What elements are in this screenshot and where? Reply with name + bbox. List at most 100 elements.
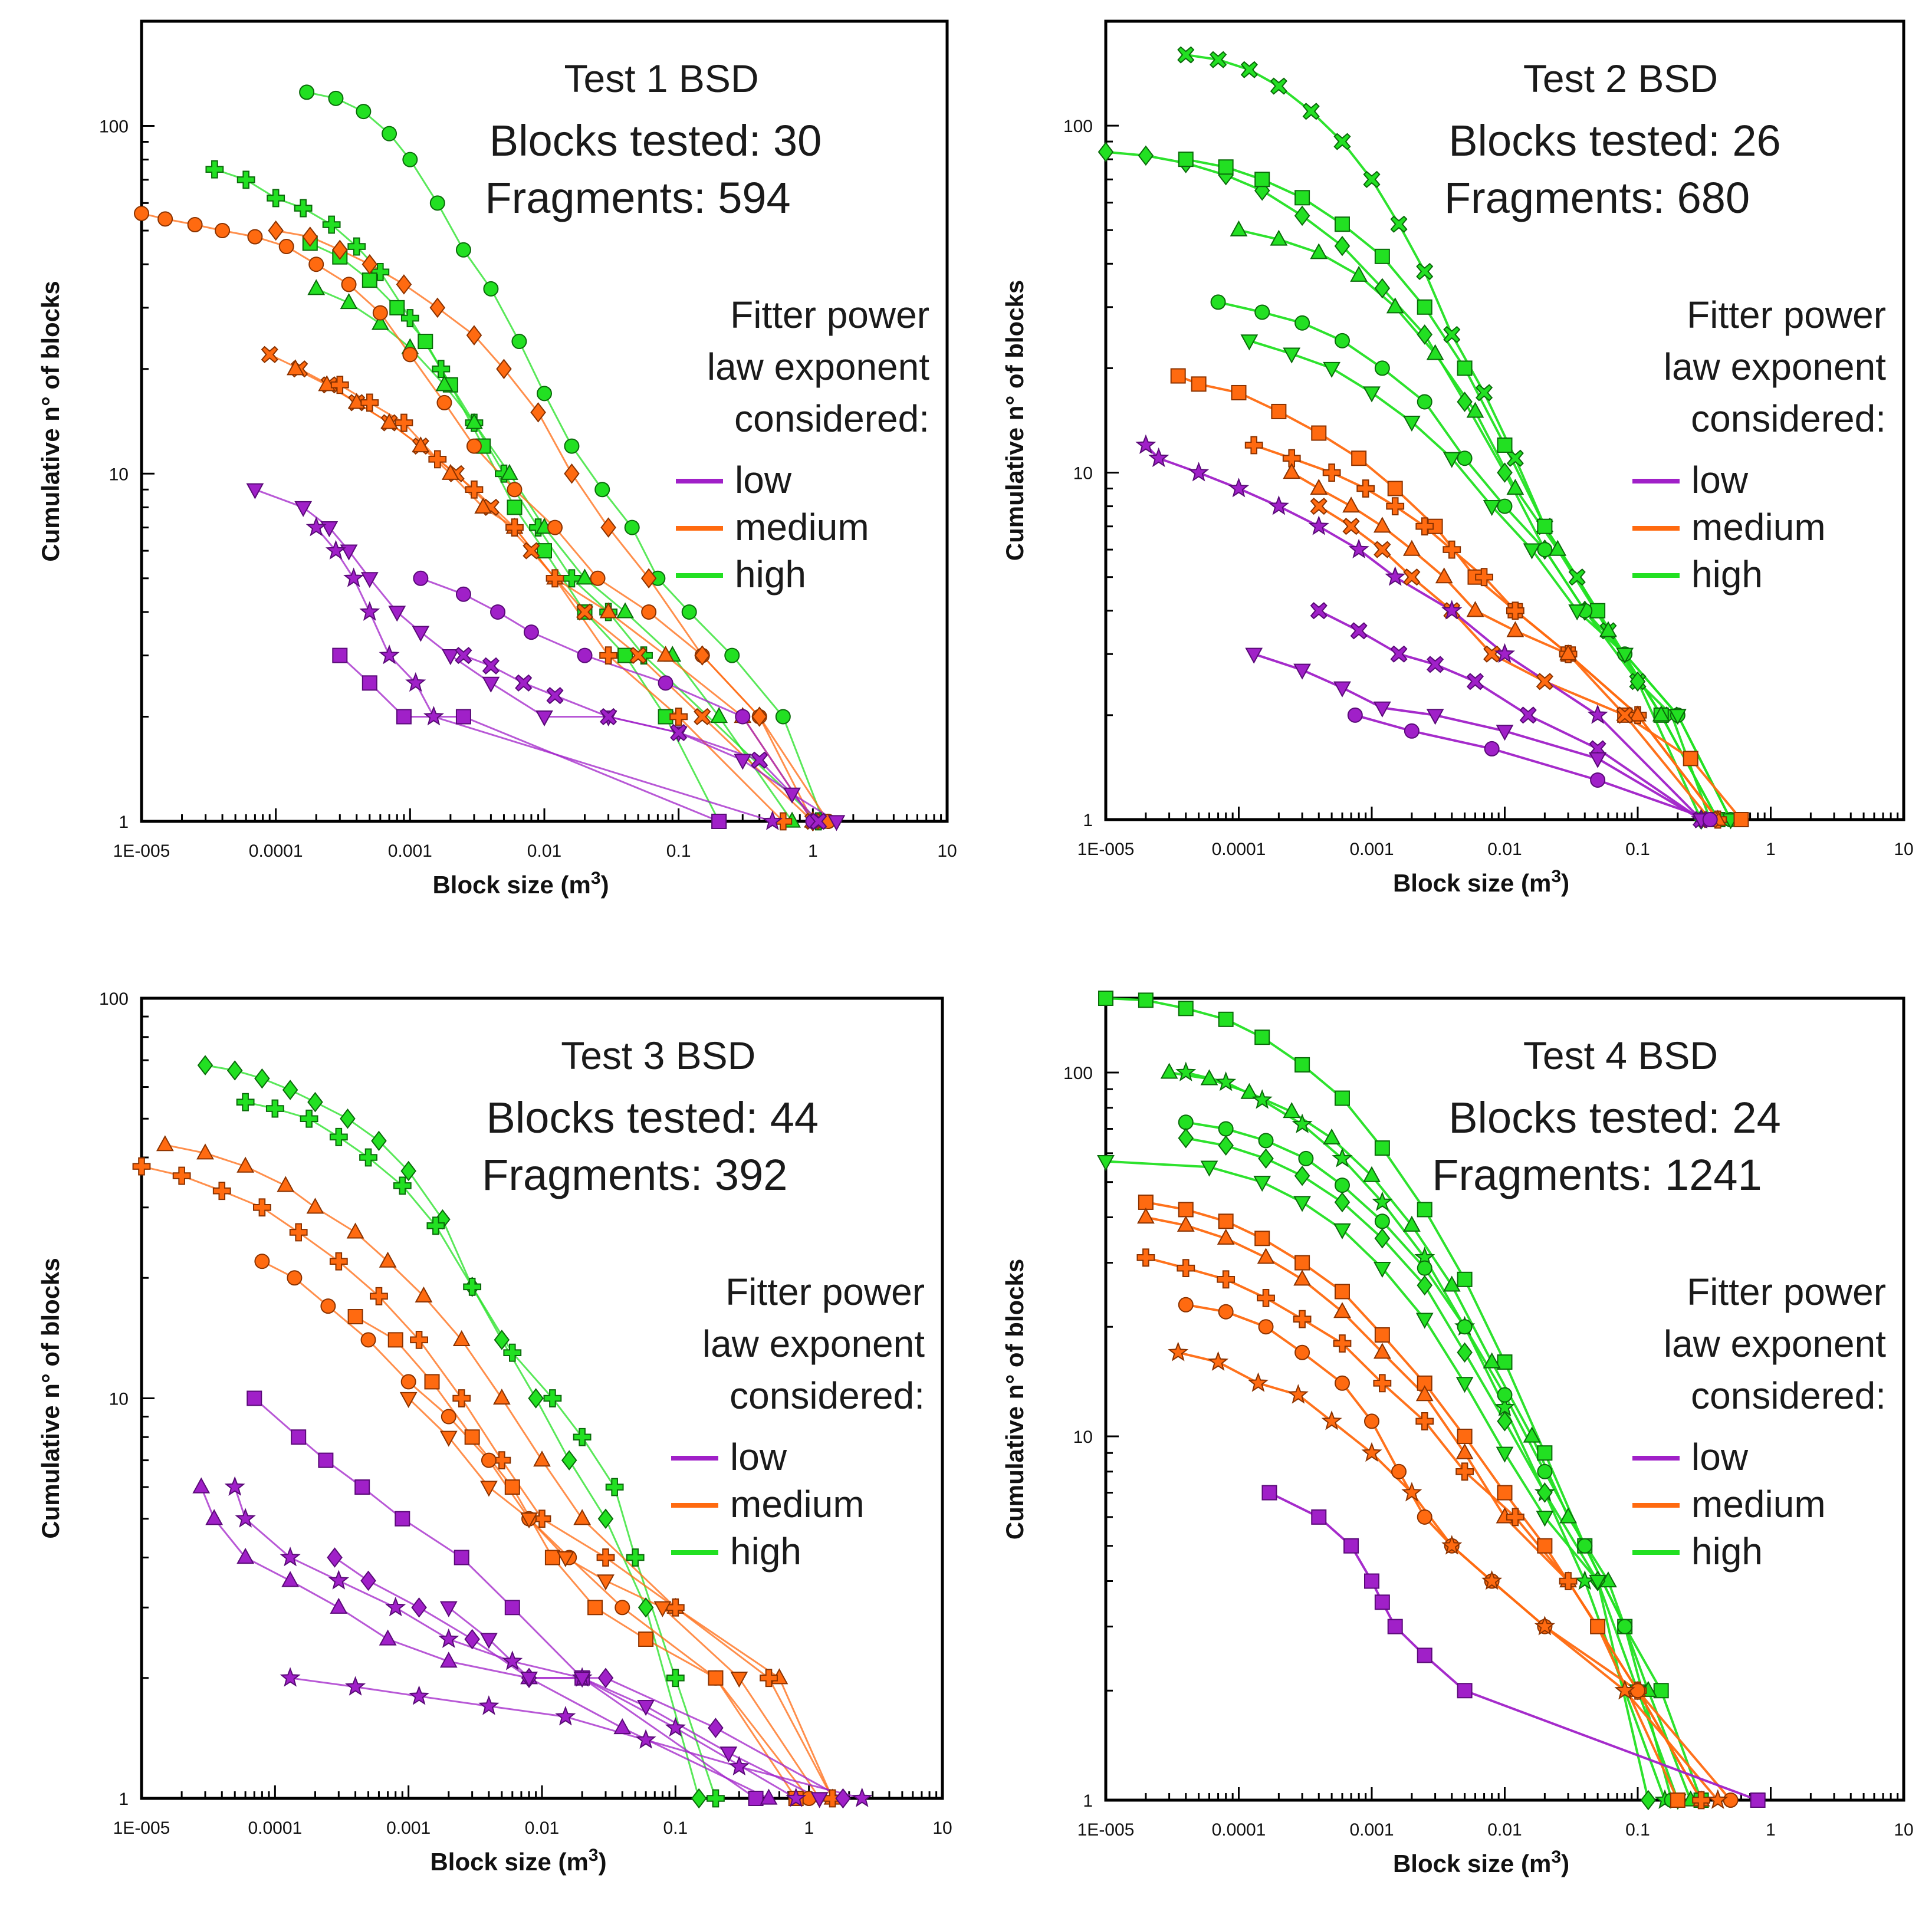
data-point (1374, 541, 1391, 558)
data-point (328, 90, 344, 106)
data-point (280, 1547, 301, 1567)
data-point (1293, 1310, 1312, 1328)
data-point (280, 1667, 301, 1687)
data-point (1177, 1259, 1195, 1278)
data-point (637, 1700, 655, 1716)
data-point (760, 1669, 778, 1688)
data-point (1417, 1260, 1432, 1276)
data-point (1253, 1176, 1271, 1192)
data-point (500, 463, 518, 480)
data-point (494, 1330, 510, 1350)
data-point (1294, 190, 1310, 206)
data-point (1217, 1270, 1236, 1289)
series-layer (134, 84, 846, 832)
data-point (1177, 46, 1195, 64)
data-point (635, 1729, 656, 1749)
data-point (1351, 450, 1367, 466)
data-point (624, 519, 640, 535)
data-point (360, 393, 379, 412)
data-point (412, 436, 430, 453)
data-point (1506, 449, 1524, 467)
legend-title-line: law exponent (1664, 1323, 1886, 1365)
x-tick-label: 0.1 (663, 1818, 688, 1838)
data-point (502, 1650, 523, 1670)
data-point (1334, 235, 1351, 256)
data-point (1210, 294, 1226, 310)
data-point (1374, 278, 1391, 299)
data-point (1323, 1128, 1341, 1144)
data-point (1178, 1001, 1194, 1017)
x-tick-label: 0.1 (1625, 840, 1650, 859)
data-point (1537, 518, 1553, 534)
data-point (748, 1791, 764, 1806)
series-line-low-13 (1253, 653, 1702, 821)
data-point (247, 229, 263, 245)
data-point (1231, 384, 1247, 400)
data-point (347, 237, 366, 256)
data-point (1334, 1284, 1350, 1300)
data-point (1292, 1113, 1313, 1133)
x-axis-label: Block size (m3) (430, 1846, 606, 1876)
series-markers-medium-6 (268, 220, 821, 832)
data-point (1170, 368, 1186, 384)
data-point (1363, 386, 1381, 403)
data-point (1443, 540, 1461, 559)
data-point (1283, 347, 1301, 364)
data-point (492, 1389, 511, 1405)
data-point (1417, 394, 1432, 410)
series-markers-low-12 (1261, 1485, 1766, 1808)
data-point (735, 709, 751, 725)
data-point (1466, 601, 1484, 617)
data-point (1251, 1089, 1273, 1109)
data-point (411, 1597, 427, 1618)
data-point (399, 1392, 418, 1408)
data-point (1484, 741, 1500, 756)
y-tick-label: 10 (109, 1390, 129, 1409)
data-point (1417, 1275, 1432, 1296)
data-point (1483, 499, 1501, 517)
series-markers-medium-9 (1283, 463, 1727, 826)
series-layer (1097, 991, 1766, 1811)
data-point (1175, 1061, 1197, 1081)
data-point (507, 499, 523, 515)
data-point (1587, 704, 1608, 724)
series-line-low-11 (334, 1557, 844, 1800)
data-point (482, 657, 500, 675)
data-point (294, 199, 313, 218)
legend-label-medium: medium (735, 506, 869, 548)
data-point (1136, 1208, 1155, 1224)
data-point (1415, 1385, 1434, 1402)
data-point (1387, 1619, 1403, 1634)
data-point (599, 602, 617, 619)
y-tick-label: 10 (1073, 1428, 1093, 1447)
data-point (810, 813, 827, 830)
data-point (1350, 265, 1368, 282)
series-markers-low-13 (332, 647, 727, 829)
data-point (1455, 1462, 1474, 1481)
data-point (1497, 1485, 1513, 1501)
data-point (1178, 1202, 1194, 1218)
data-point (1178, 1297, 1194, 1313)
blocks-tested-text: Blocks tested: 26 (1448, 116, 1781, 165)
data-point (710, 706, 728, 723)
data-point (1386, 297, 1404, 314)
data-point (1168, 1341, 1189, 1361)
data-point (330, 376, 349, 394)
data-point (1373, 1374, 1392, 1393)
data-point (1496, 1446, 1514, 1463)
data-point (405, 672, 426, 692)
data-point (379, 1629, 397, 1646)
data-point (1334, 333, 1350, 348)
legend-title-line: considered: (730, 1374, 925, 1417)
data-point (1417, 324, 1432, 345)
data-point (1373, 1343, 1391, 1359)
x-tick-label: 0.01 (1487, 1820, 1522, 1840)
data-point (291, 1429, 307, 1445)
data-point (1670, 1792, 1685, 1808)
data-point (1268, 495, 1289, 515)
data-point (1245, 647, 1263, 664)
data-point (638, 1631, 654, 1647)
data-point (1294, 1057, 1310, 1073)
data-point (594, 482, 610, 498)
